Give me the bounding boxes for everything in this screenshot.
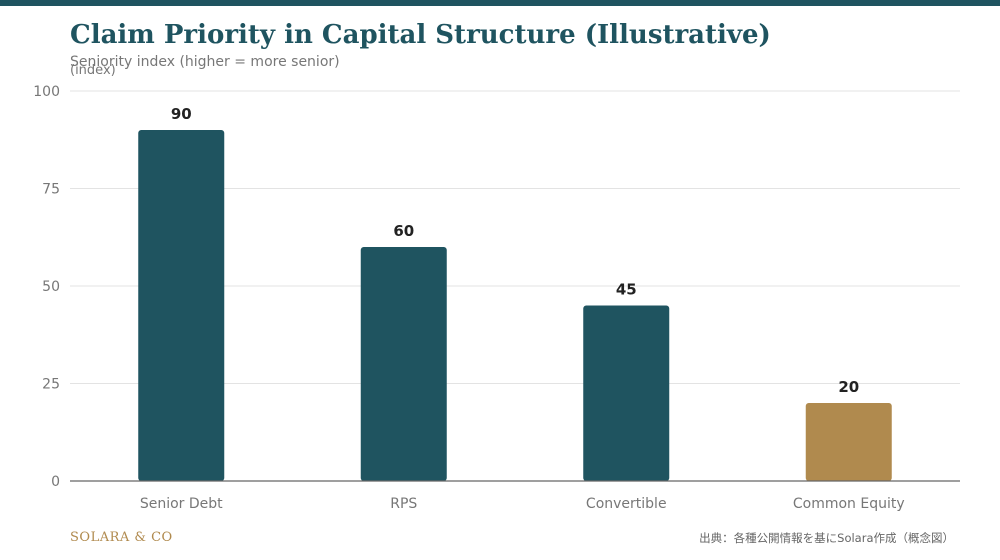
top-accent-bar <box>0 0 1000 6</box>
x-tick-label: Convertible <box>586 496 667 512</box>
chart-subtitle: Seniority index (higher = more senior) <box>70 54 340 70</box>
x-tick-label: RPS <box>390 496 417 512</box>
source-note: 出典：各種公開情報を基にSolara作成（概念図） <box>699 531 954 545</box>
x-tick-label: Senior Debt <box>140 496 223 512</box>
y-tick-label: 25 <box>42 377 60 393</box>
x-tick-label: Common Equity <box>793 496 905 512</box>
bar <box>805 403 892 481</box>
y-axis-label: (index) <box>70 63 116 78</box>
bar <box>583 305 670 481</box>
data-label: 90 <box>171 105 192 123</box>
y-tick-label: 100 <box>33 84 60 100</box>
data-label: 60 <box>393 222 414 240</box>
bar <box>138 130 225 481</box>
y-tick-label: 75 <box>42 182 60 198</box>
brand-name: SOLARA & CO <box>70 530 173 545</box>
y-tick-label: 0 <box>51 474 60 490</box>
data-label: 20 <box>838 378 859 396</box>
y-tick-label: 50 <box>42 279 60 295</box>
data-label: 45 <box>616 281 637 299</box>
bar <box>360 247 447 481</box>
chart-title: Claim Priority in Capital Structure (Ill… <box>70 20 771 50</box>
